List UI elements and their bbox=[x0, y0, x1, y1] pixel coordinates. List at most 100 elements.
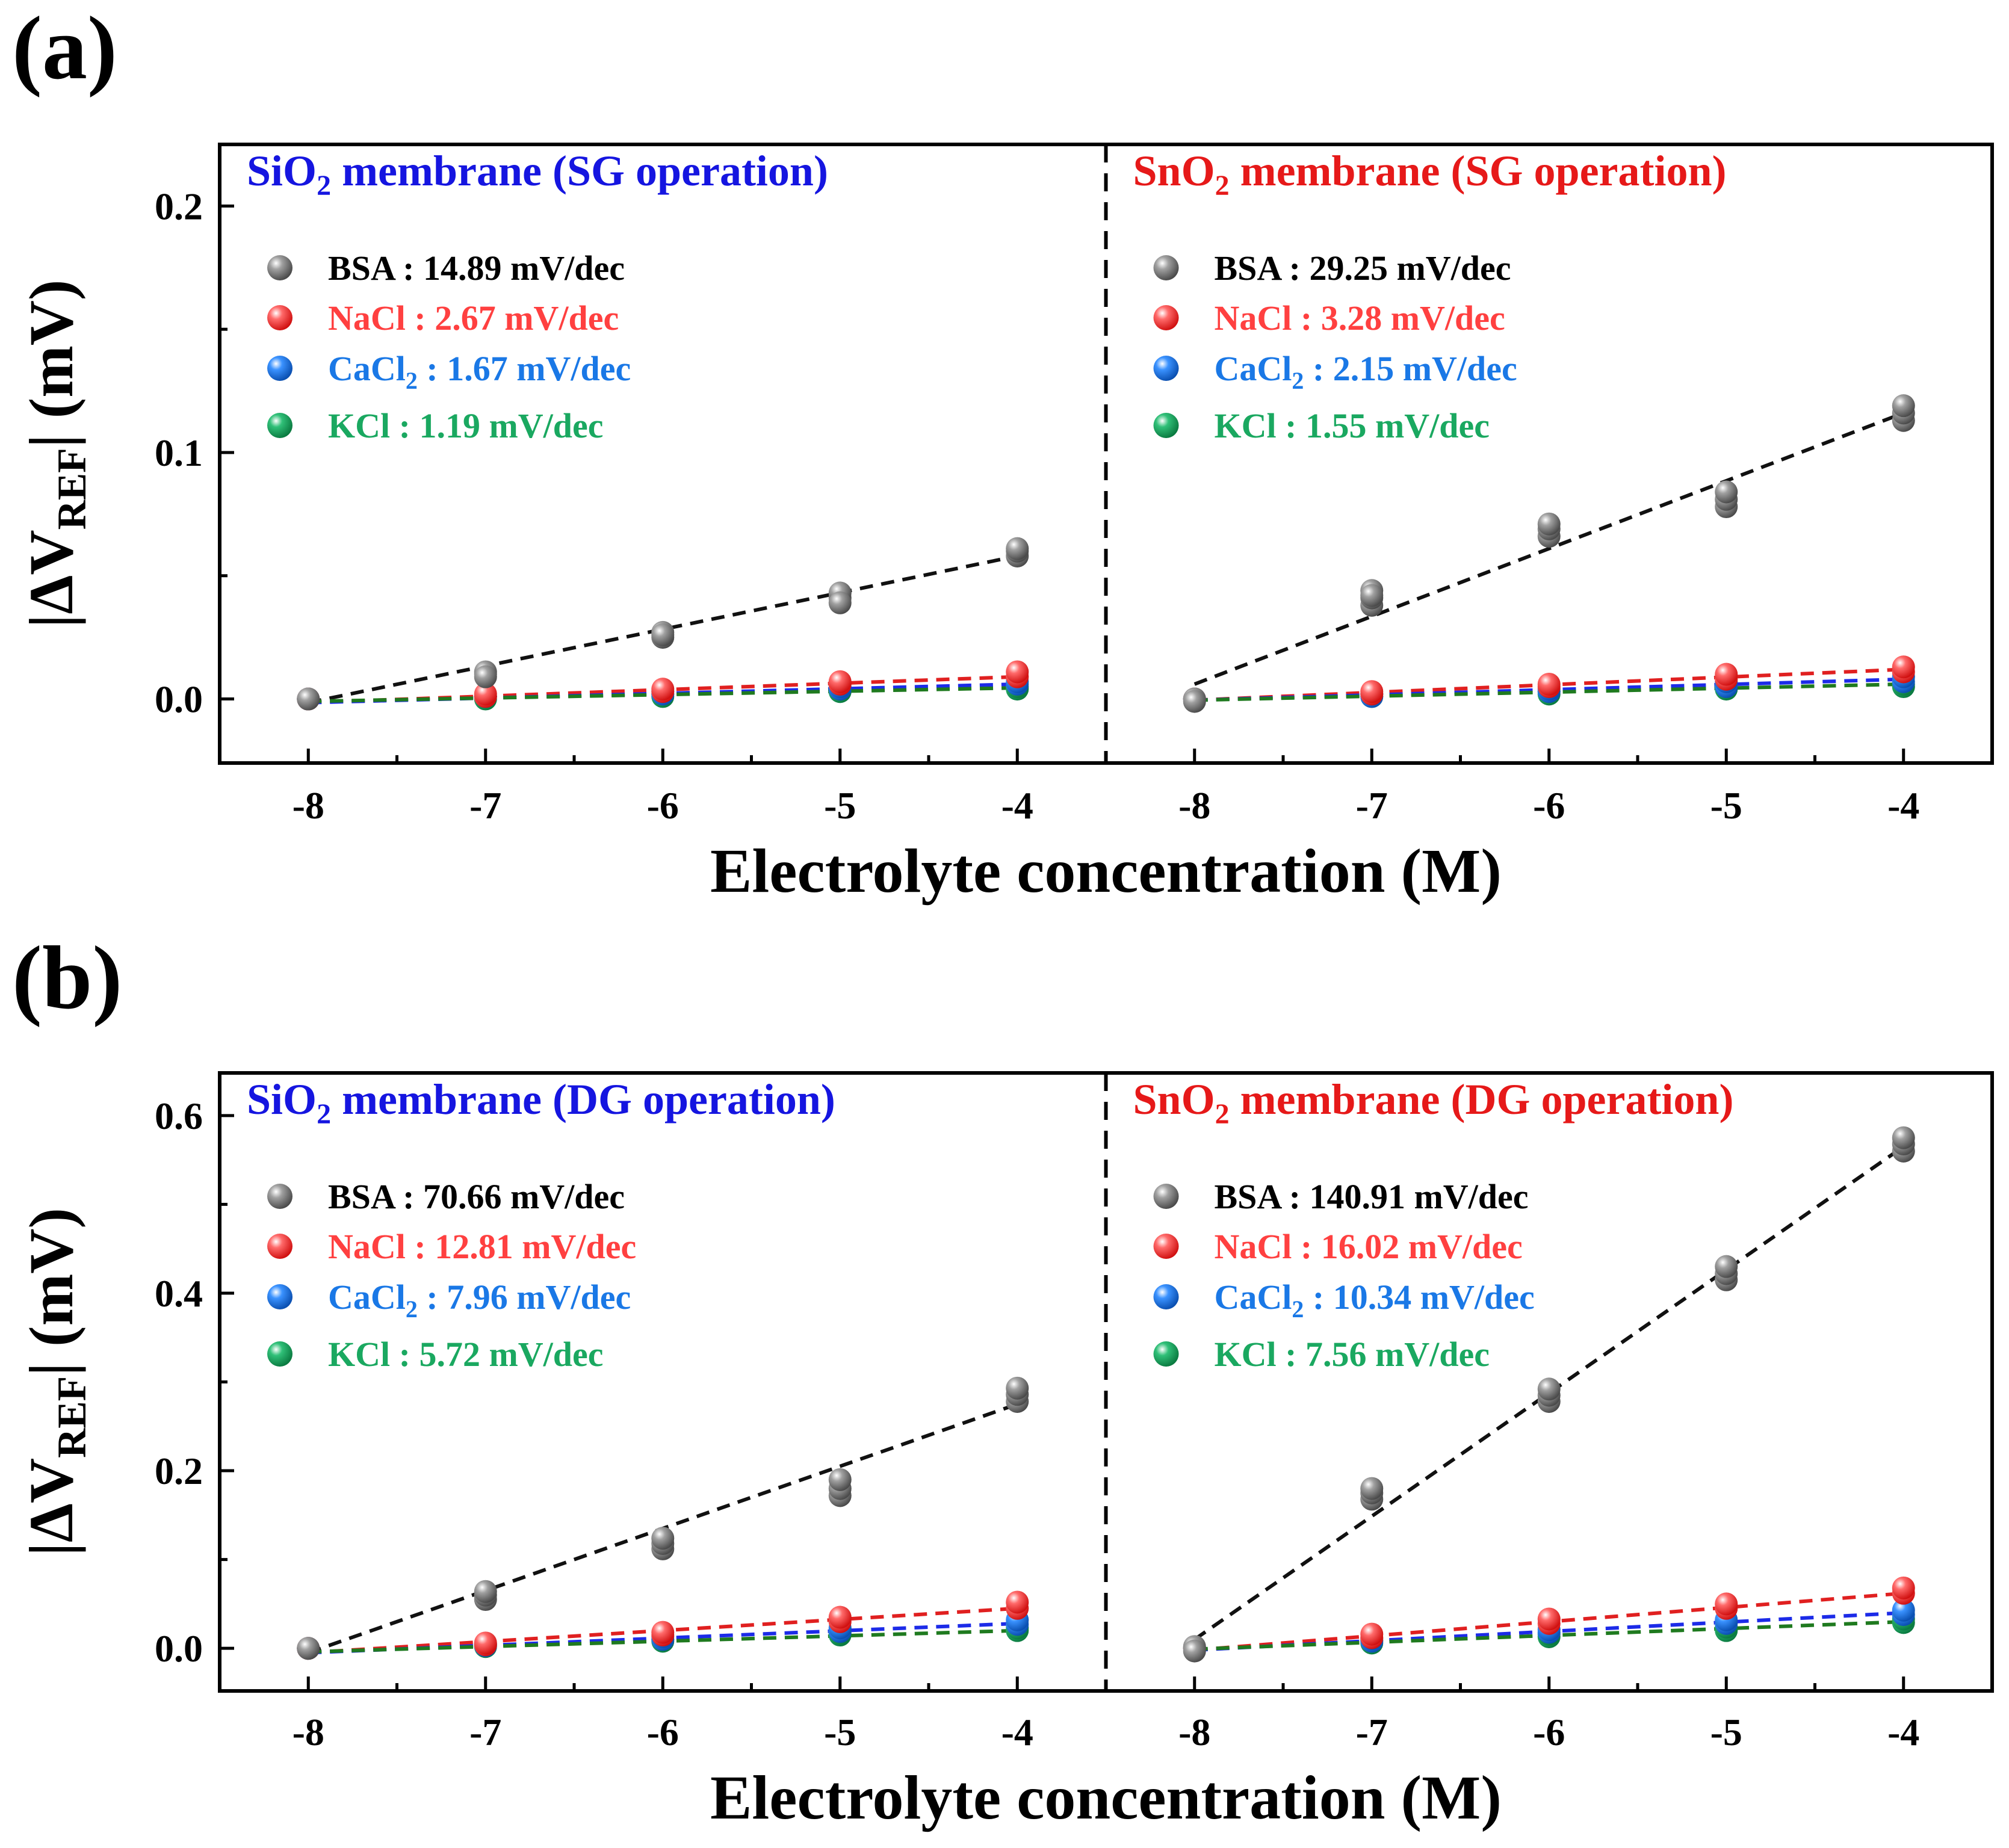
x-tick-label: -8 bbox=[293, 784, 324, 827]
subpanel-title-pre: SiO bbox=[247, 147, 317, 195]
legend-value: : 12.81 mV/dec bbox=[406, 1227, 636, 1266]
legend-marker-bsa bbox=[1153, 255, 1179, 280]
y-tick-label: 0.4 bbox=[155, 1272, 203, 1315]
x-tick-label: -8 bbox=[1178, 784, 1210, 827]
legend-value: : 14.89 mV/dec bbox=[394, 249, 625, 288]
fit-line-bsa bbox=[308, 554, 1018, 705]
legend-name-sub: 2 bbox=[1292, 1296, 1304, 1323]
legend-marker-nacl bbox=[1153, 1234, 1179, 1259]
legend-entry-kcl: KCl : 1.55 mV/dec bbox=[1215, 406, 1490, 445]
legend-name: CaCl bbox=[328, 1278, 406, 1317]
x-tick-label: -4 bbox=[1887, 1711, 1919, 1754]
subpanel-title-sub: 2 bbox=[317, 170, 331, 202]
subpanel-title: SiO2 membrane (DG operation) bbox=[247, 1075, 835, 1130]
x-tick-label: -4 bbox=[1001, 784, 1033, 827]
x-tick-label: -6 bbox=[1533, 784, 1565, 827]
panel-label: (a) bbox=[12, 0, 117, 98]
legend-marker-nacl bbox=[267, 305, 293, 330]
data-point-bsa bbox=[1892, 394, 1915, 418]
legend-name: NaCl bbox=[328, 298, 406, 338]
legend-name: NaCl bbox=[1215, 1227, 1292, 1266]
legend-marker-cacl2 bbox=[267, 356, 293, 381]
subpanel-title-sub: 2 bbox=[1215, 170, 1230, 202]
x-axis-label: Electrolyte concentration (M) bbox=[710, 836, 1502, 906]
data-point-cacl2 bbox=[1892, 1598, 1915, 1622]
data-point-nacl bbox=[1537, 672, 1561, 696]
data-point-nacl bbox=[828, 1605, 852, 1629]
subpanel-title: SiO2 membrane (SG operation) bbox=[247, 147, 828, 202]
data-point-nacl bbox=[1360, 1622, 1384, 1646]
subpanel-title-sub: 2 bbox=[1215, 1098, 1230, 1130]
legend-marker-cacl2 bbox=[1153, 1284, 1179, 1309]
legend-entry-bsa: BSA : 29.25 mV/dec bbox=[1215, 249, 1511, 288]
data-point-bsa bbox=[1715, 480, 1738, 504]
data-point-bsa bbox=[1537, 512, 1561, 536]
legend-value: : 140.91 mV/dec bbox=[1280, 1177, 1528, 1216]
subpanel-title-pre: SnO bbox=[1133, 147, 1215, 195]
legend-marker-kcl bbox=[1153, 413, 1179, 438]
y-tick-label: 0.0 bbox=[155, 1627, 203, 1670]
subpanel-sio2: SiO2 membrane (SG operation) BSA : 14.89 … bbox=[247, 147, 1029, 711]
data-point-nacl bbox=[1892, 1576, 1915, 1599]
y-tick-label: 0.6 bbox=[155, 1095, 203, 1137]
legend-name: BSA bbox=[1215, 1177, 1283, 1216]
data-point-bsa bbox=[1715, 1255, 1738, 1278]
data-point-bsa bbox=[1183, 1639, 1206, 1663]
data-point-bsa bbox=[828, 591, 852, 614]
data-point-nacl bbox=[651, 1621, 675, 1644]
subpanel-sno2: SnO2 membrane (SG operation) BSA : 29.25 … bbox=[1133, 147, 1915, 713]
data-point-nacl bbox=[651, 678, 675, 701]
legend-name-sub: 2 bbox=[406, 1296, 418, 1323]
y-axis-label-main: |ΔV bbox=[17, 530, 86, 628]
data-point-bsa bbox=[1892, 1126, 1915, 1149]
data-point-nacl bbox=[1360, 680, 1384, 703]
subpanel-title-post: membrane (DG operation) bbox=[1230, 1075, 1734, 1123]
legend-value: : 2.67 mV/dec bbox=[406, 298, 619, 338]
y-tick-label: 0.2 bbox=[155, 185, 203, 227]
panel-b: (b) 0.0 0.2 0.4 0.6 -8 -7 -6 -5 -4 -8 -7 -6 -5 -4 Elect… bbox=[12, 928, 1994, 1832]
subpanel-title-pre: SnO bbox=[1133, 1075, 1215, 1123]
legend-marker-bsa bbox=[267, 255, 293, 280]
legend-marker-nacl bbox=[267, 1234, 293, 1259]
x-tick-label: -4 bbox=[1001, 1711, 1033, 1754]
y-tick-label: 0.2 bbox=[155, 1450, 203, 1492]
x-tick-label: -7 bbox=[1356, 1711, 1388, 1754]
fit-line-bsa bbox=[1193, 1145, 1905, 1641]
x-tick-label: -6 bbox=[1533, 1711, 1565, 1754]
legend-value: : 3.28 mV/dec bbox=[1292, 298, 1505, 338]
data-point-bsa bbox=[1537, 1377, 1561, 1401]
x-tick-label: -7 bbox=[469, 784, 501, 827]
legend-marker-kcl bbox=[1153, 1341, 1179, 1367]
legend-entry-nacl: NaCl : 16.02 mV/dec bbox=[1215, 1227, 1523, 1266]
legend-value: : 10.34 mV/dec bbox=[1304, 1278, 1534, 1317]
legend-name: BSA bbox=[328, 249, 396, 288]
legend-marker-cacl2 bbox=[1153, 356, 1179, 381]
legend-value: : 1.67 mV/dec bbox=[418, 349, 631, 388]
legend-name: CaCl bbox=[328, 349, 406, 388]
legend-marker-cacl2 bbox=[267, 1284, 293, 1309]
legend-entry-cacl2: CaCl2 : 10.34 mV/dec bbox=[1215, 1278, 1535, 1323]
fit-line-bsa bbox=[1193, 411, 1904, 686]
legend-name: BSA bbox=[328, 1177, 396, 1216]
data-point-bsa bbox=[297, 1637, 320, 1660]
legend-value: : 70.66 mV/dec bbox=[394, 1177, 625, 1216]
legend-name: KCl bbox=[1215, 1335, 1277, 1374]
y-axis-label-sub: REF bbox=[49, 1376, 94, 1458]
legend-entry-cacl2: CaCl2 : 1.67 mV/dec bbox=[328, 349, 631, 394]
subpanel-title-pre: SiO bbox=[247, 1075, 317, 1123]
y-axis-label-main: |ΔV bbox=[17, 1458, 86, 1556]
legend-entry-bsa: BSA : 14.89 mV/dec bbox=[328, 249, 625, 288]
x-tick-label: -5 bbox=[1710, 1711, 1742, 1754]
legend-value: : 7.56 mV/dec bbox=[1277, 1335, 1490, 1374]
subpanel-title-post: membrane (SG operation) bbox=[1230, 147, 1727, 195]
x-tick-label: -5 bbox=[824, 1711, 856, 1754]
legend-marker-kcl bbox=[267, 413, 293, 438]
legend-name-sub: 2 bbox=[406, 367, 418, 394]
x-tick-label: -8 bbox=[293, 1711, 324, 1754]
panel-label: (b) bbox=[12, 928, 122, 1028]
legend-name: NaCl bbox=[328, 1227, 406, 1266]
legend-entry-cacl2: CaCl2 : 2.15 mV/dec bbox=[1215, 349, 1517, 394]
legend-value: : 2.15 mV/dec bbox=[1304, 349, 1517, 388]
subpanel-title: SnO2 membrane (SG operation) bbox=[1133, 147, 1727, 202]
legend-name: CaCl bbox=[1215, 1278, 1292, 1317]
